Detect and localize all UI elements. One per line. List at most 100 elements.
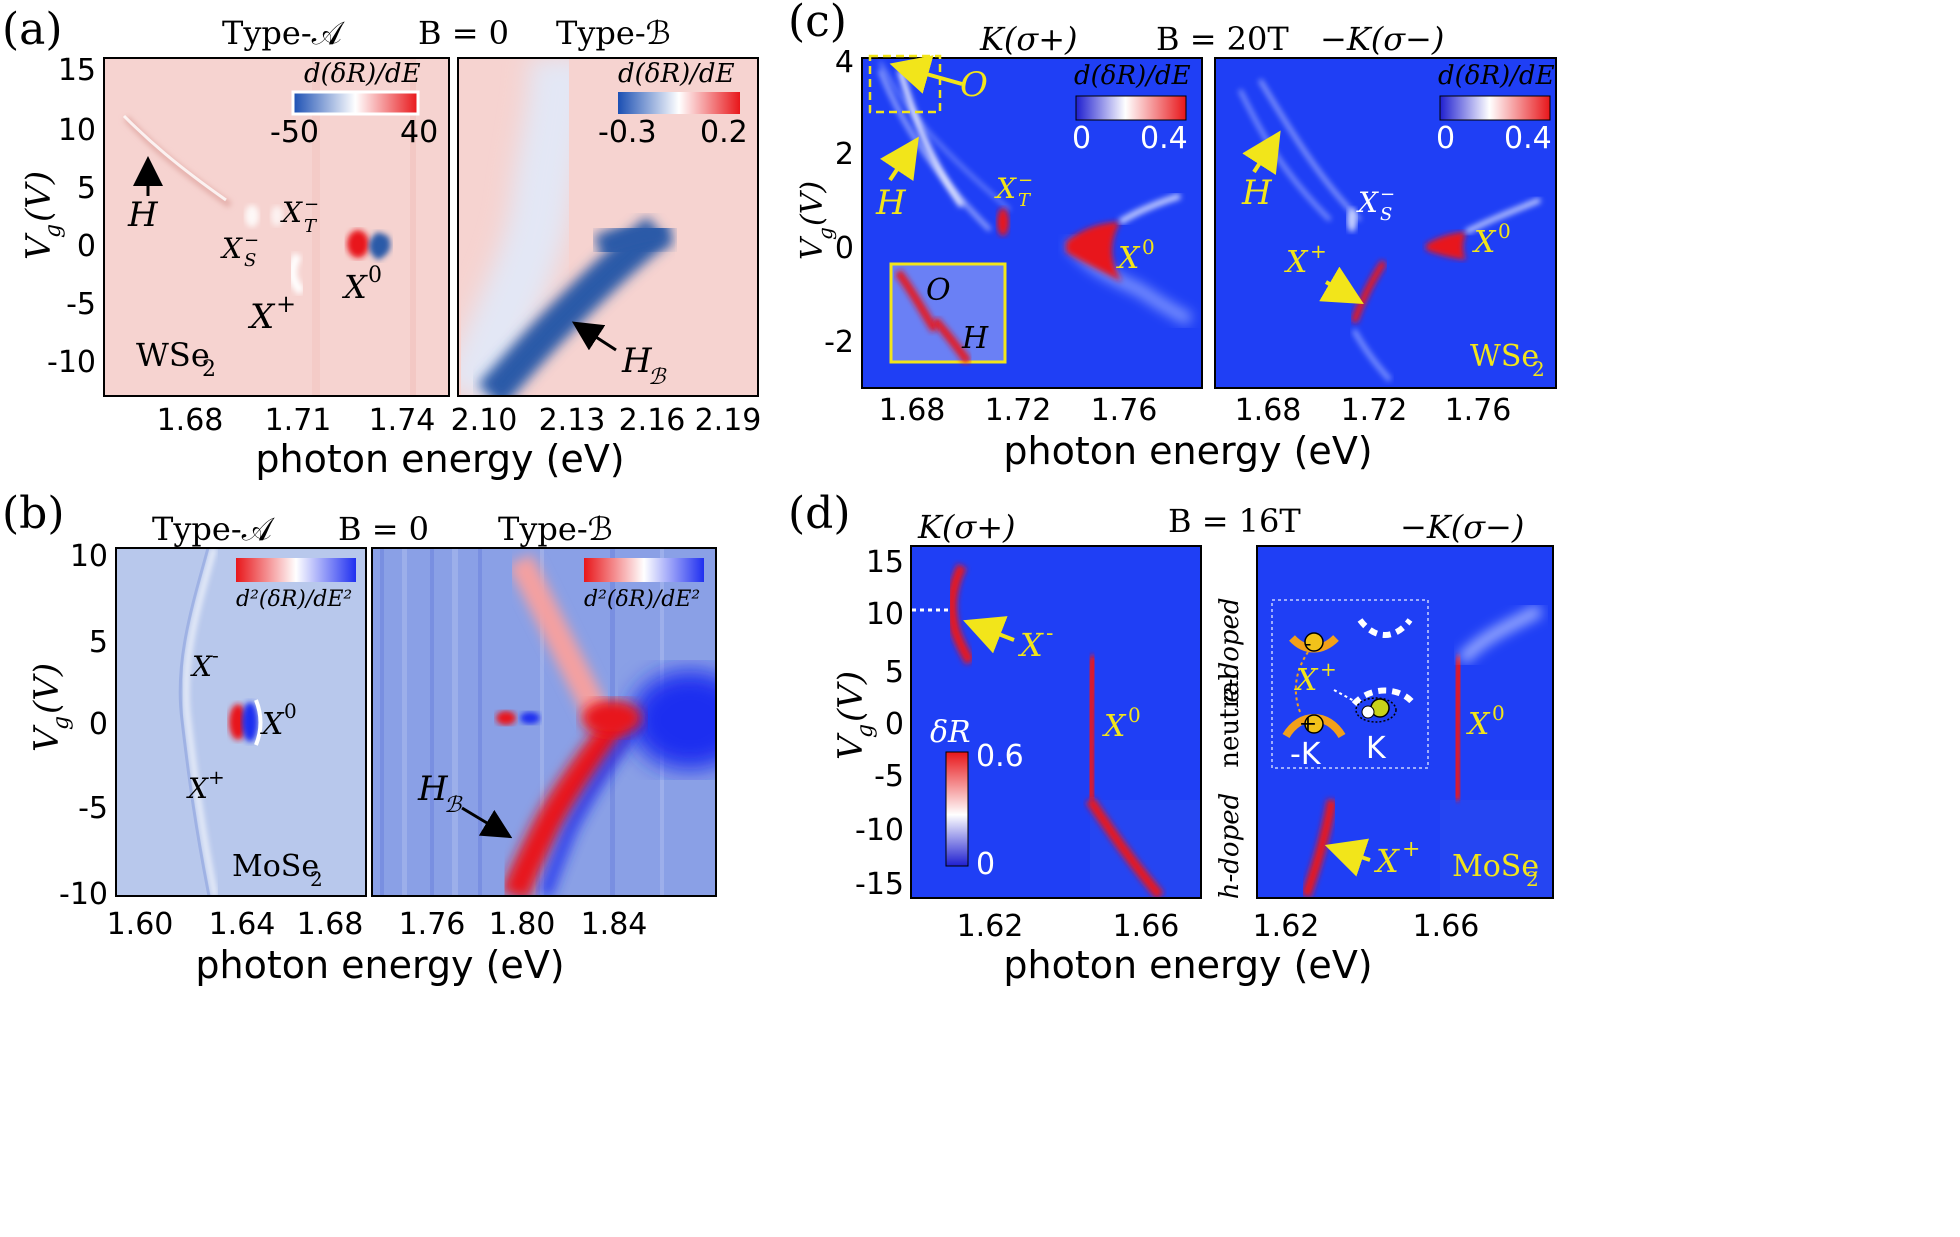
panel-a-left-frame [103,57,450,397]
label-sup: - [1046,621,1053,646]
panel-a-ytitle: V g (V) [19,171,66,260]
panel-a-right-frame [457,57,759,397]
material-sub: 2 [310,867,323,891]
label-sup: − [1380,184,1395,205]
label-b-xminus: X - [190,643,219,683]
xminus-blue-dot [520,712,540,724]
panel-b-xtitle: photon energy (eV) [195,943,564,987]
ytitle-unit: (V) [27,663,67,714]
label-xs-sup: − [244,230,259,251]
x0-upper-tail [1118,193,1181,225]
electron-icon [1304,632,1324,652]
panel-d-right-frame [1256,545,1554,899]
neutral-label: neutral [1215,672,1245,768]
panel-c: (c) K(σ+) B = 20T −K(σ−) d(δR)/dE 0 0.4 [788,0,1557,473]
hb-band-top [593,215,673,264]
xtick: 1.66 [1413,909,1480,944]
trion-arc [183,548,218,896]
label-hb-base: H [621,341,653,381]
label-d-x0l: X 0 [1102,703,1141,744]
label-c-h2: H [1241,173,1273,213]
colorbar-label: d(δR)/dE [618,59,735,89]
ytick: -5 [66,287,96,322]
panel-b-yticks: 10 5 0 -5 -10 [59,539,108,912]
material-base: WSe [136,336,210,374]
colorbar-gradient [1075,95,1187,121]
label-sub: T [1018,190,1032,211]
panel-b-right-heatmap [372,548,716,896]
x0-vertical [1451,655,1465,801]
ytick: 15 [866,545,904,580]
colorbar-gradient [945,751,969,867]
ytick: -10 [855,813,904,848]
ytitle-unit: (V) [19,171,59,222]
label-xplus-base: X [247,297,276,337]
x0-white-edge [254,699,263,746]
panel-b-tag: (b) [2,488,65,539]
schematic-plus-sign: + [1299,712,1317,737]
noise-stripe [478,548,482,896]
xtick: 1.76 [399,907,466,942]
panel-d-yticks: 15 10 5 0 -5 -10 -15 [855,545,904,902]
x0-red-blob [1426,232,1466,260]
panel-b-xticks: 1.60 1.64 1.68 1.76 1.80 1.84 [107,907,648,942]
panel-c-xtitle: photon energy (eV) [1003,429,1372,473]
label-xs-sub: S [244,250,256,271]
xtick: 1.72 [985,393,1052,428]
material-label-d: MoSe 2 [1452,849,1539,891]
panel-a-yticks: 15 10 5 0 -5 -10 [47,53,96,380]
material-sub: 2 [202,357,216,382]
colorbar-min: -0.3 [598,115,657,150]
label-c-xplus: X + [1284,239,1327,280]
ytitle-sub: g [853,724,878,738]
label-sup: − [1018,170,1033,191]
panel-c-left-colorbar: d(δR)/dE 0 0.4 [1072,61,1191,156]
xtick: 1.68 [157,403,224,438]
colorbar-gradient [618,92,740,114]
xtick: 1.84 [581,907,648,942]
panel-d-tag: (d) [788,488,851,539]
panel-d-right-heatmap [1257,546,1553,898]
label-c-xs: X − S [1356,184,1395,225]
label-sup: + [1310,239,1327,263]
panel-c-title-right: −K(σ−) [1320,20,1444,58]
xminus-red-dot [496,711,516,725]
ytick: 0 [77,229,96,264]
colorbar-max: 0.4 [1504,121,1552,156]
hb-blue-band [538,715,646,896]
label-d-xplus: X + [1373,837,1420,880]
panel-b-title-left: Type-𝒜 [152,510,276,548]
panel-c-xticks: 1.68 1.72 1.76 1.68 1.72 1.76 [879,393,1512,428]
x0-vertical [1085,655,1099,801]
panel-b-title-mid: B = 0 [338,510,429,548]
label-xplus: X + [247,290,296,337]
xplus-tail [1351,328,1392,382]
panel-a-left-colorbar: d(δR)/dE -50 40 [270,59,438,150]
ytick: -15 [855,867,904,902]
xtick: 1.76 [1445,393,1512,428]
label-h: H [127,195,159,235]
ytitle-sub: g [813,227,837,240]
inset-o-line [894,269,939,333]
x0-red-lobe [229,704,247,740]
label-hb-sub: ℬ [648,365,667,390]
xplus-line [1301,799,1337,898]
label-c-xt: X − T [994,170,1033,211]
material-base: MoSe [232,849,319,884]
heatmap-streak [410,58,416,396]
xtick: 2.10 [451,403,518,438]
colorbar-min: 0 [1436,121,1455,156]
panel-a-title-right: Type-ℬ [556,14,671,52]
x0-red-blob [1066,222,1122,282]
xtick: 2.16 [619,403,686,438]
xtick: 2.19 [695,403,762,438]
hb-band [477,216,669,396]
noise-stripe [380,548,384,896]
label-base: X [994,172,1017,205]
panel-d: (d) K(σ+) B = 16T −K(σ−) X - X 0 δR 0.6 … [788,488,1554,987]
label-sub: ℬ [444,793,463,818]
label-xs-base: X [220,232,243,265]
h-trion-line-light [122,114,227,202]
colorbar-label: δR [930,715,971,750]
ytitle-sub: g [41,224,66,238]
